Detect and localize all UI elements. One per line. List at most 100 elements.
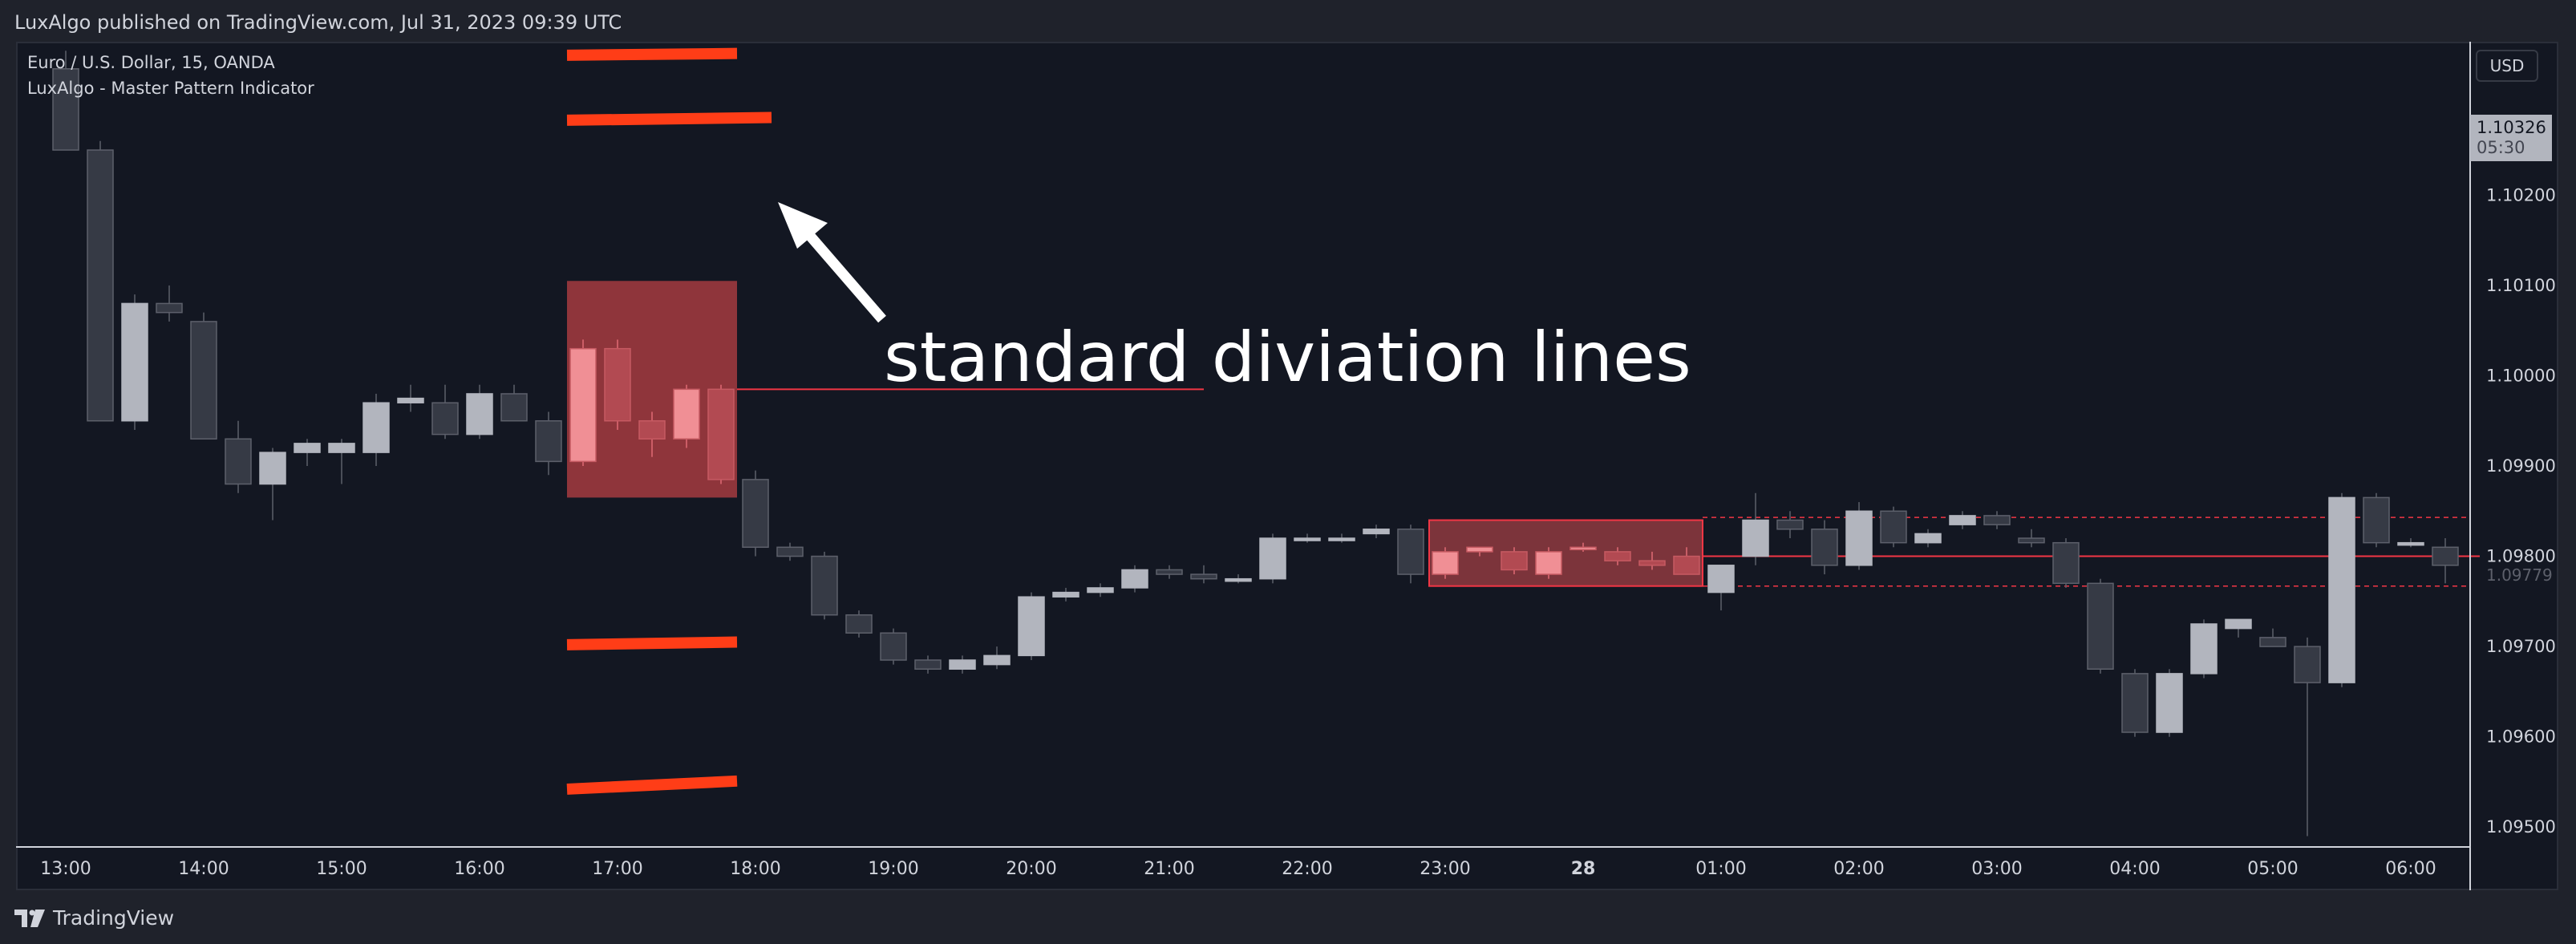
symbol-legend[interactable]: Euro / U.S. Dollar, 15, OANDA <box>27 53 275 72</box>
candle-up <box>1052 591 1079 598</box>
footer-brand[interactable]: TradingView <box>14 906 174 930</box>
y-tick-label: 1.09600 <box>2486 727 2556 747</box>
y-tick-label: 1.10100 <box>2486 276 2556 295</box>
annotation-arrow-head <box>778 202 828 249</box>
candle-up <box>121 302 148 422</box>
candle-down <box>1811 529 1838 566</box>
x-tick-label: 15:00 <box>316 859 367 879</box>
candle-down <box>2052 541 2080 585</box>
candle-up <box>1294 537 1321 541</box>
candle-up <box>673 388 700 440</box>
last-price-value: 1.10326 <box>2477 118 2546 137</box>
candle-up <box>1845 510 1873 566</box>
candle-down <box>2294 646 2321 683</box>
candle-down <box>1776 519 1804 530</box>
x-tick-label: 21:00 <box>1144 859 1194 879</box>
candle-down <box>776 546 804 557</box>
candle-up <box>294 443 321 453</box>
candle-up <box>1225 577 1252 582</box>
x-tick-label: 18:00 <box>730 859 780 879</box>
candle-down <box>2432 546 2459 566</box>
footer-bar <box>0 890 2576 944</box>
last-price-label: 1.10326 05:30 <box>2470 115 2552 161</box>
publish-info: LuxAlgo published on TradingView.com, Ju… <box>14 11 622 34</box>
candle-down <box>1397 529 1424 575</box>
candle-up <box>1707 565 1735 594</box>
candle-down <box>500 393 528 422</box>
candle-down <box>190 321 217 440</box>
candle-down <box>742 479 769 549</box>
x-tick-label: 13:00 <box>40 859 91 879</box>
candle-down <box>1156 569 1183 575</box>
footer-brand-label: TradingView <box>53 906 175 930</box>
candle-down <box>225 438 252 485</box>
candle-up <box>1742 519 1769 557</box>
x-tick-label: 04:00 <box>2109 859 2160 879</box>
x-tick-label: 17:00 <box>592 859 642 879</box>
candle-down <box>52 68 79 151</box>
candle-down <box>2018 537 2045 544</box>
candle-up <box>1569 546 1597 551</box>
std-deviation-line <box>566 636 738 650</box>
indicator-legend[interactable]: LuxAlgo - Master Pattern Indicator <box>27 79 314 98</box>
candle-up <box>1259 537 1286 580</box>
candle-up <box>1328 537 1355 541</box>
candle-up <box>1466 546 1493 553</box>
candle-down <box>707 388 735 480</box>
annotation-arrow-layer <box>778 202 886 323</box>
axes-layer: 1.102001.101001.100001.099001.098001.097… <box>16 42 2556 890</box>
pattern-zone-box <box>1428 519 1703 587</box>
x-tick-label: 06:00 <box>2385 859 2436 879</box>
x-tick-label: 28 <box>1571 859 1596 879</box>
candle-up <box>2328 496 2355 683</box>
candle-down <box>2363 496 2390 544</box>
x-tick-label: 16:00 <box>454 859 504 879</box>
currency-button[interactable]: USD <box>2476 50 2538 82</box>
x-tick-label: 14:00 <box>178 859 229 879</box>
y-tick-label: 1.10200 <box>2486 185 2556 205</box>
candle-up <box>1087 587 1114 594</box>
candle-down <box>638 419 666 440</box>
x-tick-label: 22:00 <box>1282 859 1332 879</box>
bar-countdown: 05:30 <box>2477 138 2525 157</box>
std-deviation-line <box>566 775 738 795</box>
candle-down <box>87 149 114 422</box>
candle-up <box>2190 623 2218 675</box>
y-tick-label: 1.09700 <box>2486 637 2556 656</box>
candles-layer <box>52 51 2459 837</box>
candle-up <box>1432 551 1459 575</box>
candle-up <box>363 402 390 453</box>
candle-up <box>328 443 355 453</box>
std-lines-layer <box>566 47 772 795</box>
chart-canvas[interactable]: 1.102001.101001.100001.099001.098001.097… <box>16 42 2558 890</box>
candle-down <box>2259 637 2286 647</box>
x-tick-label: 20:00 <box>1006 859 1056 879</box>
x-tick-label: 03:00 <box>1971 859 2022 879</box>
candle-up <box>983 654 1011 666</box>
candle-up <box>1914 533 1942 544</box>
chart-pane[interactable] <box>16 42 2558 890</box>
x-tick-label: 02:00 <box>1833 859 1884 879</box>
candle-up <box>466 393 493 436</box>
candle-down <box>431 402 459 436</box>
candle-down <box>2087 582 2114 670</box>
candle-up <box>2397 541 2424 546</box>
candle-up <box>1535 551 1562 575</box>
candle-down <box>880 632 907 661</box>
candle-down <box>535 419 562 463</box>
candle-down <box>156 302 183 314</box>
candle-down <box>1501 551 1528 571</box>
candle-up <box>949 659 976 670</box>
secondary-price-label: 1.09779 <box>2486 565 2553 585</box>
y-tick-label: 1.10000 <box>2486 366 2556 385</box>
candle-down <box>914 659 942 670</box>
candle-down <box>811 555 838 616</box>
candle-up <box>1121 569 1148 589</box>
candle-up <box>1363 529 1390 535</box>
std-deviation-line <box>566 47 738 61</box>
zone-overlay-layer <box>569 339 1700 579</box>
x-tick-label: 23:00 <box>1420 859 1470 879</box>
candle-up <box>1949 515 1976 525</box>
candle-down <box>1880 510 1907 544</box>
candle-down <box>1190 573 1217 580</box>
